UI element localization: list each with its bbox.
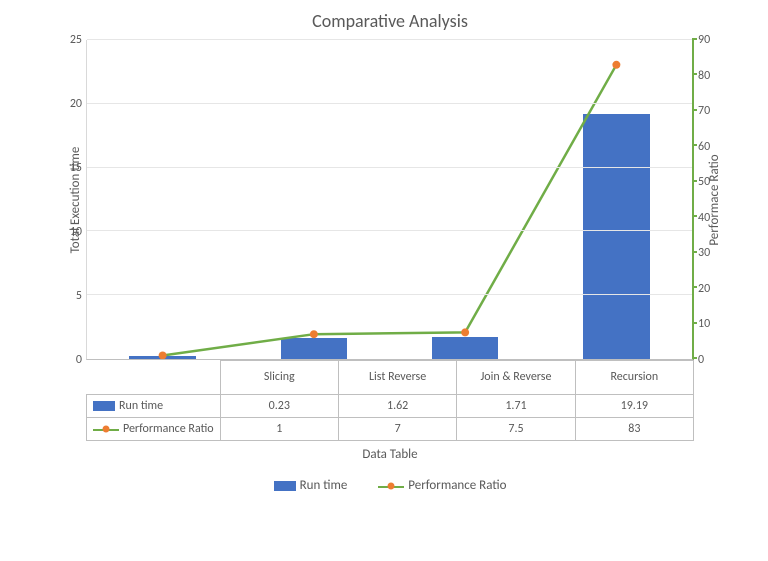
line-swatch-icon: [93, 424, 119, 434]
y-tick-left: 5: [50, 289, 82, 303]
y-tick-right: 0: [698, 353, 704, 367]
bar: [583, 114, 650, 359]
bar-slot: [87, 40, 238, 359]
legend-item-runtime: Run time: [274, 478, 351, 493]
table-cell: 7.5: [457, 418, 575, 441]
bar-slot: [238, 40, 389, 359]
gridline: [87, 103, 692, 104]
legend: Run time Performance Ratio: [50, 478, 730, 493]
data-table-wrap: SlicingList ReverseJoin & ReverseRecursi…: [50, 360, 730, 441]
legend-item-perf: Performance Ratio: [378, 478, 506, 493]
table-header-cell: Slicing: [220, 361, 338, 395]
bar: [432, 337, 499, 359]
y-tick-left: 25: [50, 33, 82, 47]
gridline: [87, 167, 692, 168]
table-cell: 1: [220, 418, 338, 441]
table-cell: 1.71: [457, 395, 575, 418]
y-tick-left: 10: [50, 225, 82, 239]
table-header-cell: Recursion: [575, 361, 693, 395]
gridline: [87, 294, 692, 295]
table-cell: 1.62: [338, 395, 456, 418]
plot-area-wrap: Total Execution time Performace Ratio 05…: [50, 40, 730, 360]
y-ticks-right: 0102030405060708090: [694, 40, 730, 360]
y-tick-right: 10: [698, 317, 710, 331]
line-swatch-icon: [378, 481, 404, 491]
bar: [281, 338, 348, 359]
y-tick-left: 15: [50, 161, 82, 175]
chart-title: Comparative Analysis: [50, 10, 730, 32]
y-tick-right: 40: [698, 211, 710, 225]
y-tick-left: 20: [50, 97, 82, 111]
table-header-cell: Join & Reverse: [457, 361, 575, 395]
y-tick-right: 60: [698, 140, 710, 154]
table-cell: 83: [575, 418, 693, 441]
gridline: [87, 39, 692, 40]
table-row-label-perf: Performance Ratio: [87, 418, 221, 441]
y-ticks-left: 0510152025: [50, 40, 86, 360]
bar-swatch-icon: [93, 401, 115, 411]
comparative-analysis-chart: Comparative Analysis Total Execution tim…: [50, 10, 730, 550]
table-cell: 7: [338, 418, 456, 441]
table-row-label-runtime: Run time: [87, 395, 221, 418]
bars-layer: [87, 40, 692, 359]
table-cell: 19.19: [575, 395, 693, 418]
bar-slot: [541, 40, 692, 359]
y-tick-right: 70: [698, 104, 710, 118]
y-tick-right: 90: [698, 33, 710, 47]
y-tick-right: 50: [698, 175, 710, 189]
y-tick-right: 30: [698, 246, 710, 260]
table-cell: 0.23: [220, 395, 338, 418]
plot-area: [86, 40, 694, 360]
y-tick-right: 20: [698, 282, 710, 296]
bar: [129, 356, 196, 359]
bar-swatch-icon: [274, 481, 296, 491]
y-tick-left: 0: [50, 353, 82, 367]
data-table: SlicingList ReverseJoin & ReverseRecursi…: [86, 360, 694, 441]
y-tick-right: 80: [698, 69, 710, 83]
x-axis-title: Data Table: [50, 447, 730, 462]
bar-slot: [390, 40, 541, 359]
gridline: [87, 230, 692, 231]
table-header-cell: List Reverse: [338, 361, 456, 395]
